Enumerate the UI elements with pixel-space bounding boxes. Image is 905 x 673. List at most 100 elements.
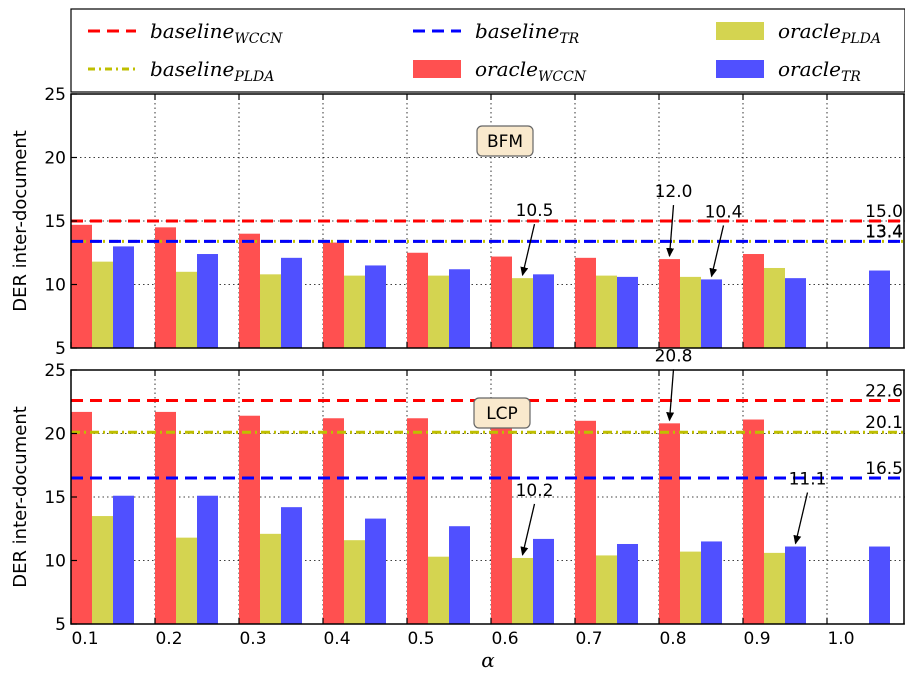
bar-oracle-tr-0.9 bbox=[785, 278, 806, 348]
bar-oracle-wccn-0.2 bbox=[155, 227, 176, 348]
bar-oracle-wccn-0.5 bbox=[407, 252, 428, 348]
y-tick-label: 20 bbox=[44, 425, 66, 445]
series-oracle-wccn bbox=[71, 411, 764, 624]
legend-swatch bbox=[413, 60, 461, 78]
y-axis-label: DER inter-document bbox=[10, 130, 31, 312]
panel-tag-bfm: BFM bbox=[476, 125, 534, 157]
bar-oracle-tr-0.8 bbox=[701, 541, 722, 624]
baseline-label-baseline-pld: 13.4 bbox=[865, 222, 903, 242]
annotation-label: 10.2 bbox=[516, 481, 554, 501]
bar-oracle-wccn-0.1 bbox=[71, 411, 92, 624]
bar-oracle-pld-0.2 bbox=[176, 271, 197, 348]
bar-oracle-pld-0.2 bbox=[176, 537, 197, 624]
y-tick-label: 5 bbox=[55, 615, 66, 635]
bar-oracle-wccn-0.8 bbox=[659, 423, 680, 624]
bar-oracle-pld-0.7 bbox=[596, 275, 617, 348]
bar-oracle-pld-0.9 bbox=[764, 552, 785, 624]
x-tick-label: 0.7 bbox=[575, 629, 602, 649]
bar-oracle-tr-0.7 bbox=[617, 543, 638, 624]
bar-oracle-wccn-0.6 bbox=[491, 256, 512, 348]
x-axis-label: α bbox=[481, 648, 495, 672]
x-tick-label: 0.3 bbox=[239, 629, 266, 649]
bar-oracle-tr-0.6 bbox=[533, 538, 554, 624]
x-tick-label: 0.2 bbox=[155, 629, 182, 649]
y-tick-label: 25 bbox=[44, 85, 66, 105]
x-axis: 0.1 0.2 0.3 0.4 0.5 0.6 0.7 0.8 0.9 1.0 α bbox=[71, 629, 854, 672]
legend-label: oraclePLDA bbox=[778, 19, 881, 47]
panel-bfm: 15.013.413.410.512.010.4BFM510152025DER … bbox=[10, 85, 905, 359]
legend-label: oracleWCCN bbox=[475, 57, 587, 85]
series-oracle-pld bbox=[92, 261, 785, 348]
baseline-label-baseline-pld: 20.1 bbox=[865, 413, 903, 433]
bar-oracle-pld-0.1 bbox=[92, 261, 113, 348]
y-tick-label: 20 bbox=[44, 149, 66, 169]
legend-box bbox=[70, 8, 905, 93]
baseline-label-baseline-wccn: 22.6 bbox=[865, 381, 903, 401]
baseline-label-baseline-tr: 13.4 bbox=[865, 222, 903, 242]
bar-oracle-pld-0.1 bbox=[92, 516, 113, 624]
annotation-label: 11.1 bbox=[789, 470, 827, 490]
annotation-arrow bbox=[520, 224, 536, 277]
bar-oracle-wccn-0.1 bbox=[71, 224, 92, 348]
bar-oracle-tr-0.8 bbox=[701, 279, 722, 348]
bar-oracle-pld-0.9 bbox=[764, 267, 785, 348]
legend-entry-oracle-wccn: oracleWCCN bbox=[413, 57, 587, 85]
bar-oracle-tr-0.7 bbox=[617, 276, 638, 348]
bar-oracle-tr-0.1 bbox=[113, 495, 134, 624]
legend-label: baselinePLDA bbox=[150, 57, 274, 85]
legend-swatch bbox=[716, 22, 764, 40]
bar-oracle-pld-0.4 bbox=[344, 540, 365, 624]
bar-oracle-pld-0.5 bbox=[428, 556, 449, 624]
y-axis-label: DER inter-document bbox=[10, 406, 31, 588]
annotation-20-8: 20.8 bbox=[655, 346, 692, 422]
x-tick-label: 0.9 bbox=[743, 629, 770, 649]
panel-lcp: 22.6 20.1 16.5 10.2 20.8 11.1 LCP 5 10 15 20 25 DER … bbox=[10, 346, 905, 635]
bar-oracle-wccn-0.8 bbox=[659, 259, 680, 348]
annotation-label: 10.4 bbox=[705, 202, 743, 222]
legend-entry-baseline-pld: baselinePLDA bbox=[88, 57, 274, 85]
bar-oracle-pld-0.3 bbox=[260, 533, 281, 624]
bar-oracle-wccn-0.3 bbox=[239, 233, 260, 348]
y-tick-label: 15 bbox=[44, 488, 66, 508]
annotation-11-1: 11.1 bbox=[789, 470, 827, 545]
series-oracle-tr bbox=[113, 495, 890, 624]
y-tick-label: 10 bbox=[44, 552, 66, 572]
x-tick-label: 0.8 bbox=[659, 629, 686, 649]
annotation-10-4: 10.4 bbox=[705, 202, 743, 278]
bar-oracle-pld-0.3 bbox=[260, 274, 281, 348]
annotation-arrow bbox=[666, 205, 675, 258]
legend: baselineWCCN baselinePLDA baselineTR oracle… bbox=[70, 8, 905, 93]
y-axis: 5 10 15 20 25 bbox=[44, 85, 828, 359]
bar-oracle-tr-0.1 bbox=[113, 246, 134, 348]
legend-label: oracleTR bbox=[778, 57, 861, 85]
bar-oracle-wccn-0.4 bbox=[323, 418, 344, 624]
baseline-label-baseline-tr: 16.5 bbox=[865, 459, 903, 479]
bar-oracle-pld-0.4 bbox=[344, 275, 365, 348]
annotation-label: 10.5 bbox=[516, 201, 554, 221]
series-oracle-pld bbox=[92, 516, 785, 624]
bar-oracle-tr-0.5 bbox=[449, 526, 470, 624]
bar-oracle-wccn-0.3 bbox=[239, 415, 260, 624]
annotation-arrow bbox=[520, 503, 536, 556]
annotation-arrow bbox=[793, 492, 809, 545]
bar-oracle-tr-0.5 bbox=[449, 269, 470, 348]
legend-label: baselineWCCN bbox=[150, 19, 283, 47]
panel-tag-label: BFM bbox=[487, 132, 523, 152]
bar-oracle-wccn-0.7 bbox=[575, 257, 596, 348]
bar-oracle-tr-0.6 bbox=[533, 274, 554, 348]
x-tick-label: 0.5 bbox=[407, 629, 434, 649]
baseline-label-baseline-wccn: 15.0 bbox=[865, 202, 903, 222]
x-tick-label: 0.1 bbox=[71, 629, 98, 649]
series-oracle-tr bbox=[113, 246, 890, 348]
y-tick-label: 5 bbox=[55, 339, 66, 359]
x-tick-label: 0.4 bbox=[323, 629, 350, 649]
legend-entry-oracle-pld: oraclePLDA bbox=[716, 19, 881, 47]
y-tick-label: 10 bbox=[44, 276, 66, 296]
bar-oracle-pld-0.7 bbox=[596, 555, 617, 624]
bar-oracle-tr-0.2 bbox=[197, 495, 218, 624]
bar-oracle-tr-0.4 bbox=[365, 518, 386, 624]
y-tick-label: 15 bbox=[44, 212, 66, 232]
y-tick-label: 25 bbox=[44, 361, 66, 381]
legend-label: baselineTR bbox=[475, 19, 580, 47]
x-tick-label: 0.6 bbox=[491, 629, 518, 649]
